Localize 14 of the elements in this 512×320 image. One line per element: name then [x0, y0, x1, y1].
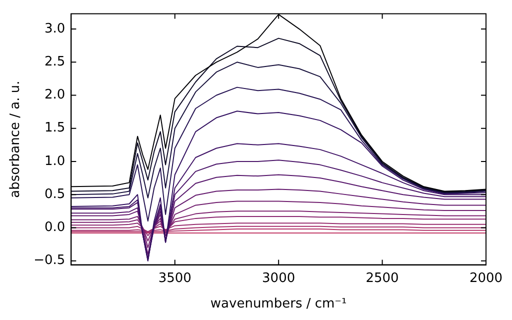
x-tick-label: 2500 [366, 270, 399, 286]
y-tick-label: 0.5 [44, 186, 66, 202]
y-tick-label: 2.0 [44, 88, 66, 103]
y-tick-label: 0.0 [44, 220, 66, 236]
y-axis-title: absorbance / a. u. [8, 80, 24, 198]
x-tick-label: 2000 [469, 270, 503, 286]
y-tick-label: 1.0 [44, 154, 66, 169]
y-tick-label: −0.5 [34, 253, 66, 268]
x-tick-label: 3000 [262, 270, 296, 286]
x-axis-title: wavenumbers / cm⁻¹ [210, 296, 347, 312]
y-tick-label: 2.5 [44, 54, 66, 70]
y-tick-label: 3.0 [44, 21, 66, 36]
y-tick-label: 1.5 [44, 120, 66, 136]
x-tick-label: 3500 [158, 270, 192, 286]
